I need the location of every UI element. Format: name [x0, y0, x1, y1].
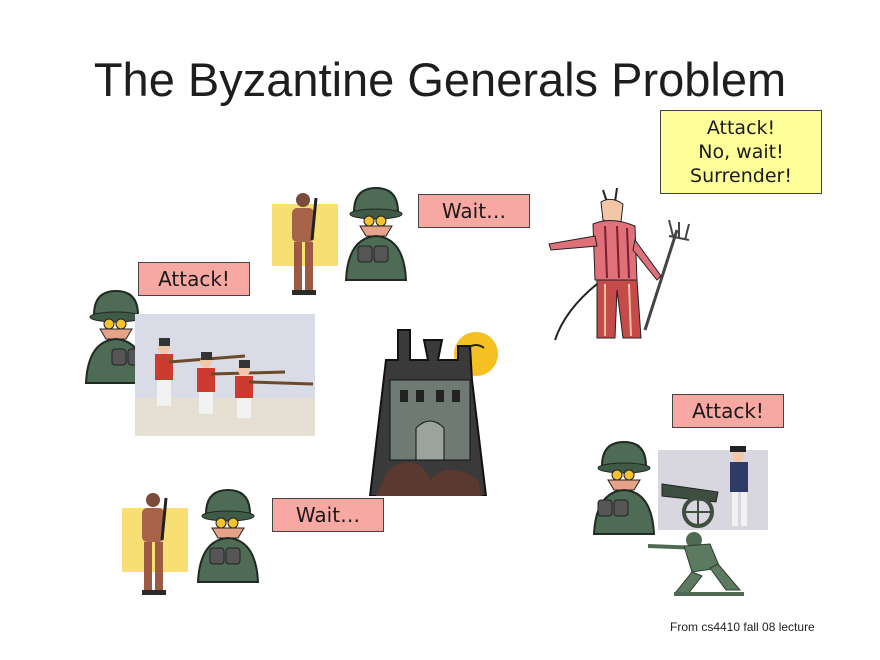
green-army-man-icon: [648, 528, 752, 598]
speech-bubble-top-general: Wait…: [418, 194, 530, 228]
slide-title: The Byzantine Generals Problem: [93, 53, 787, 106]
haunted-castle-icon: [358, 320, 506, 496]
traitor-line-attack: Attack!: [706, 117, 776, 139]
traitor-line-no-wait: No, wait!: [698, 141, 784, 163]
slide-footer-credit: From cs4410 fall 08 lecture: [670, 620, 815, 634]
colonial-cannon-icon: [658, 446, 768, 534]
speech-bubble-traitor: Attack! No, wait! Surrender!: [660, 110, 822, 194]
soldier-clipart-bottom-icon: [122, 490, 188, 598]
general-binoculars-left-icon: [80, 287, 152, 387]
general-binoculars-bottom-icon: [192, 486, 262, 586]
soldier-clipart-top-icon: [272, 190, 338, 298]
speech-bubble-left-general: Attack!: [138, 262, 250, 296]
speech-bubble-bottom-general: Wait…: [272, 498, 384, 532]
speech-bubble-right-general: Attack!: [672, 394, 784, 428]
traitor-line-surrender: Surrender!: [690, 165, 792, 187]
general-binoculars-top-icon: [340, 184, 410, 284]
redcoat-firing-line-icon: [135, 314, 315, 436]
general-binoculars-right-icon: [588, 438, 660, 538]
devil-with-pitchfork-icon: [545, 180, 705, 350]
